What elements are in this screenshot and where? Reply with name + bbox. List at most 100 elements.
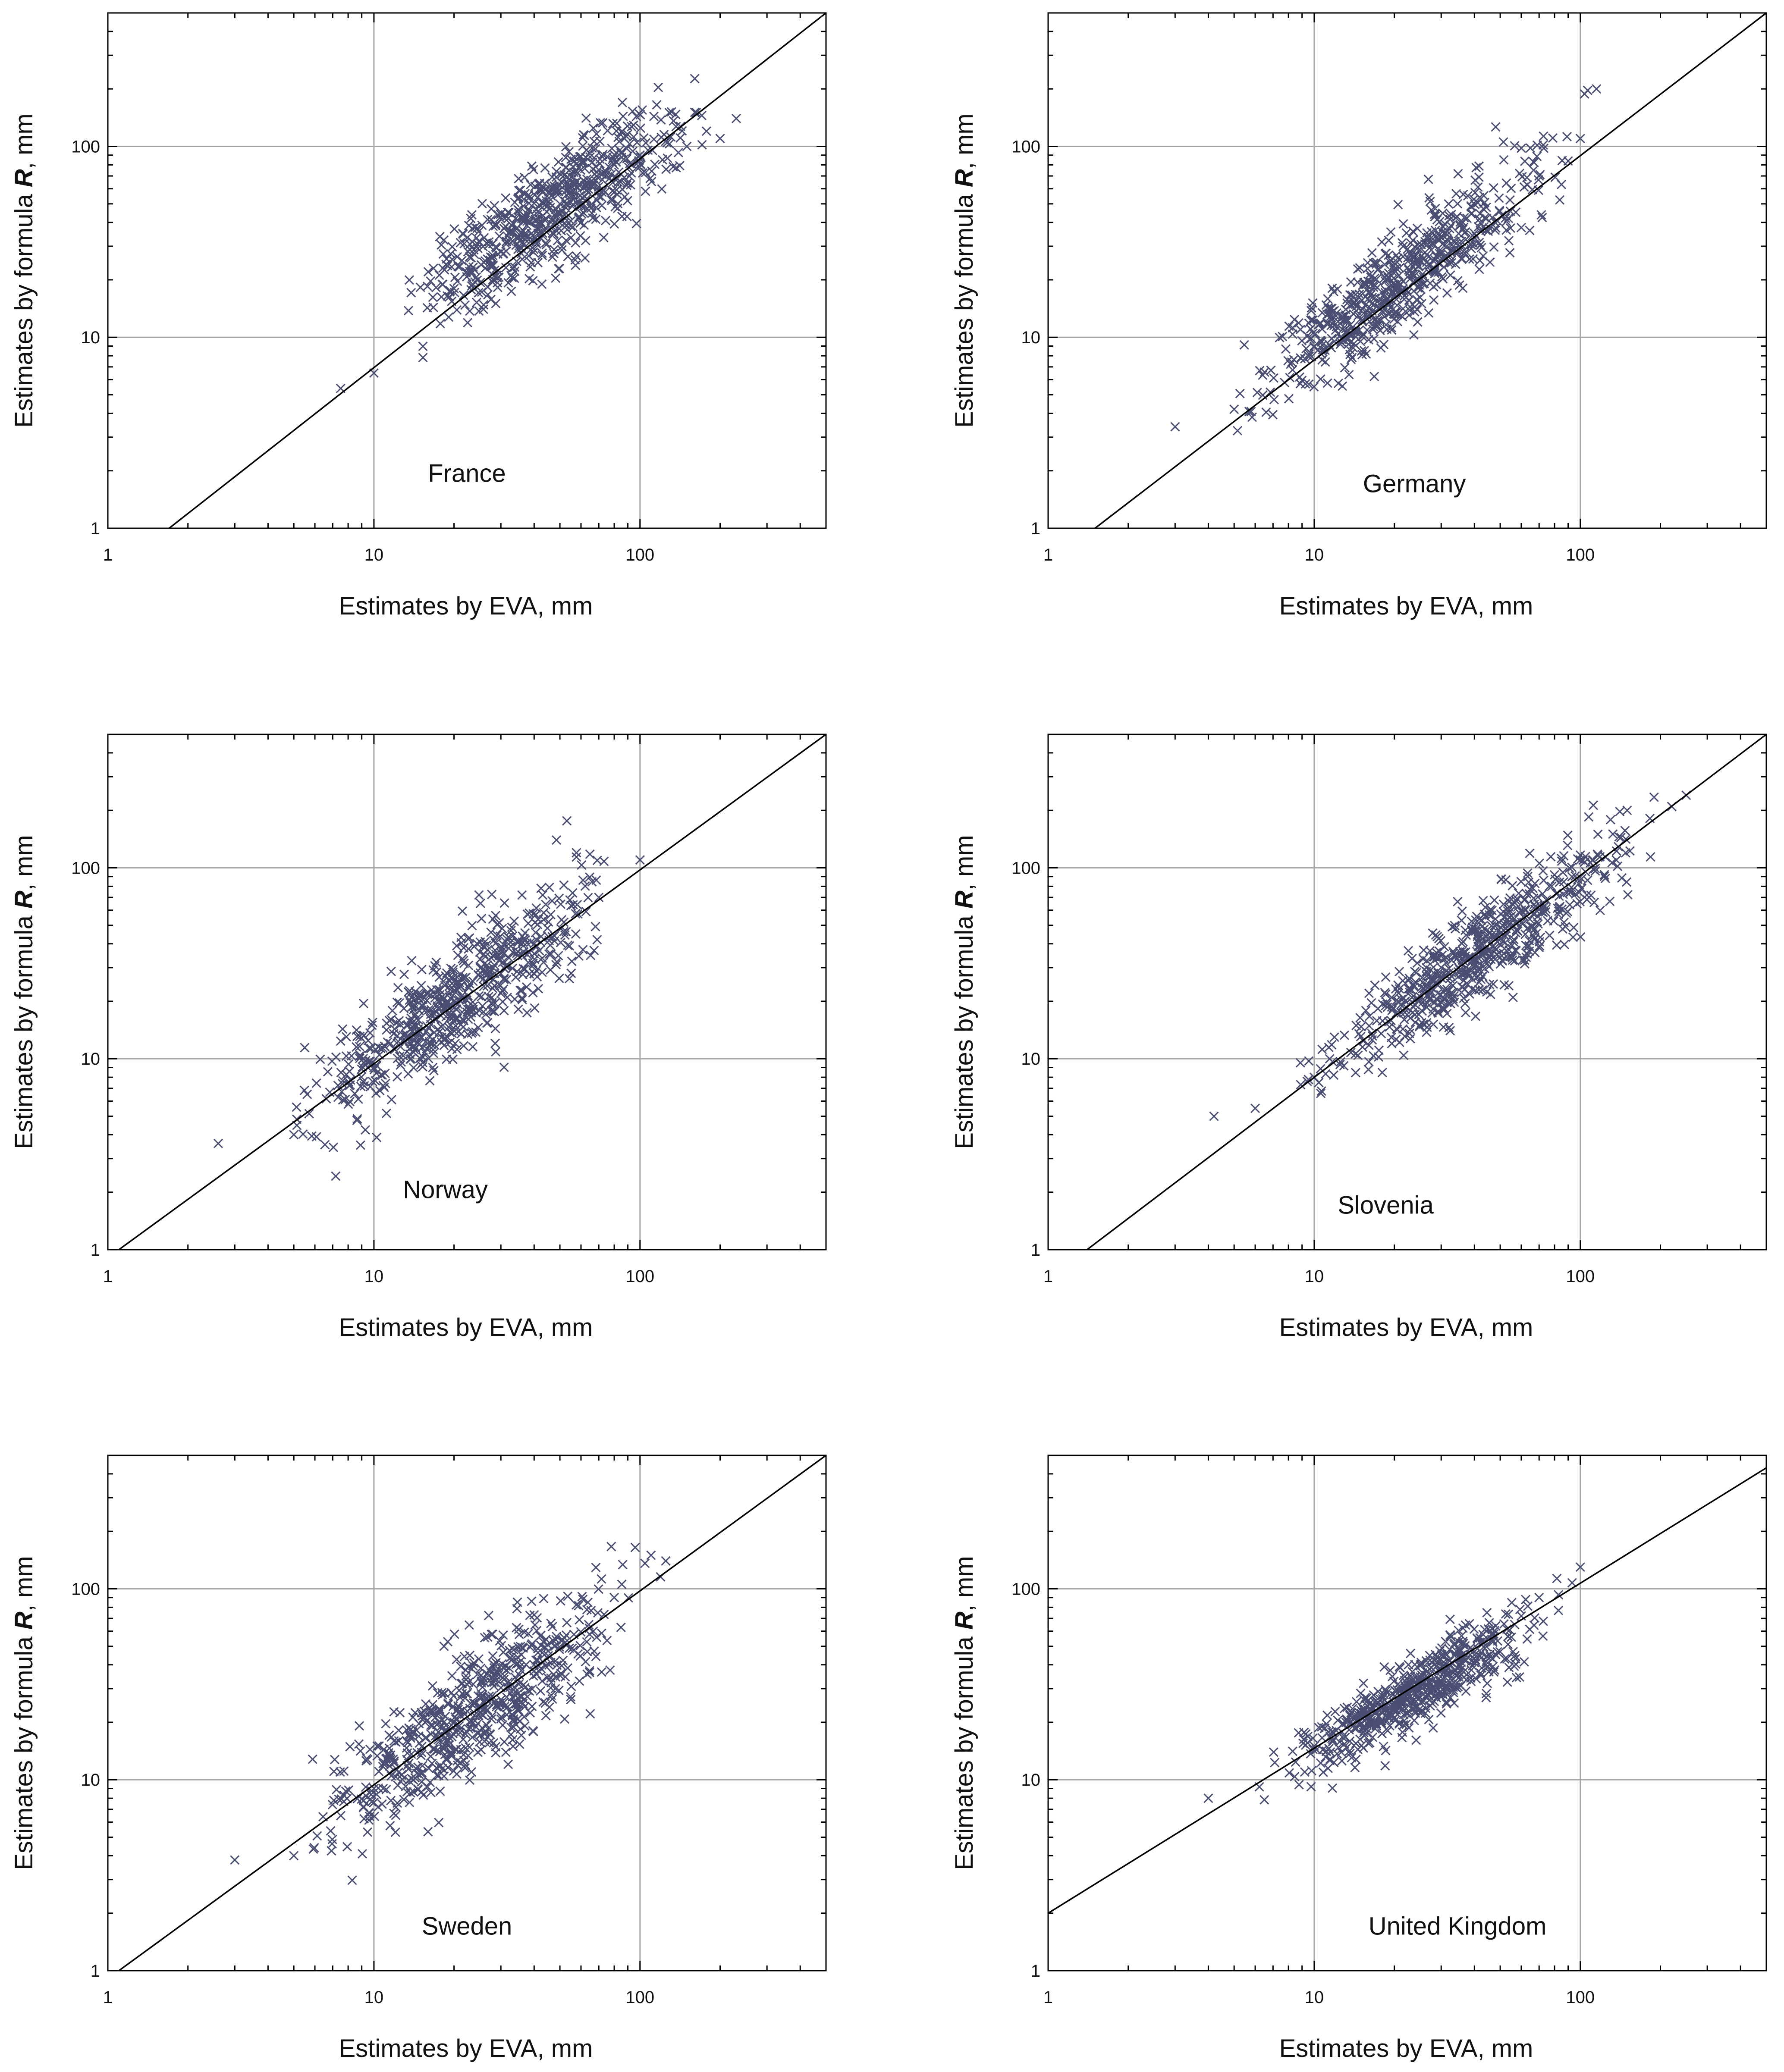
- data-point: [671, 122, 681, 132]
- data-point: [1399, 993, 1409, 1003]
- data-point: [1308, 315, 1318, 325]
- data-point: [529, 939, 539, 949]
- data-point: [512, 937, 522, 947]
- data-point: [447, 242, 457, 252]
- data-point: [1306, 306, 1316, 316]
- data-point: [1504, 236, 1514, 246]
- data-point: [510, 262, 520, 272]
- data-point: [1377, 237, 1387, 247]
- data-point: [546, 1690, 556, 1700]
- data-point: [367, 1076, 377, 1087]
- data-point: [1403, 1708, 1413, 1718]
- data-point: [1229, 404, 1239, 414]
- data-point: [556, 899, 566, 909]
- data-point: [487, 1629, 497, 1639]
- data-point: [501, 1665, 511, 1675]
- data-point: [1482, 955, 1492, 965]
- data-point: [469, 1658, 479, 1668]
- data-point: [1516, 877, 1526, 887]
- data-point: [1358, 304, 1368, 314]
- data-point: [595, 118, 605, 128]
- data-point: [1439, 262, 1449, 272]
- data-point: [1353, 264, 1363, 274]
- data-point: [517, 254, 527, 264]
- data-point: [1362, 1727, 1372, 1738]
- data-point: [1335, 1737, 1344, 1747]
- data-point: [361, 1782, 371, 1792]
- data-point: [1340, 363, 1350, 373]
- reference-line: [118, 1455, 826, 1971]
- data-point: [592, 1632, 602, 1642]
- axis-ticks: [1047, 12, 1767, 529]
- data-point: [489, 1738, 499, 1748]
- data-point: [1607, 858, 1617, 868]
- data-point: [472, 1669, 482, 1680]
- data-point: [1557, 156, 1567, 166]
- data-point: [499, 975, 509, 984]
- data-point: [1364, 1011, 1374, 1021]
- axis-ticks: [1047, 1454, 1767, 1972]
- data-point: [1559, 877, 1569, 887]
- data-point: [365, 1028, 375, 1038]
- data-point: [377, 1070, 387, 1080]
- data-point: [487, 890, 497, 900]
- scatter-points-norway: [213, 816, 645, 1181]
- data-point: [507, 922, 517, 932]
- data-point: [530, 1003, 540, 1013]
- data-point: [1576, 932, 1586, 942]
- data-point: [1593, 829, 1603, 839]
- data-point: [1316, 374, 1325, 384]
- data-point: [582, 1637, 592, 1647]
- data-point: [715, 134, 725, 144]
- scatter-points-germany: [1170, 84, 1602, 436]
- data-point: [1391, 250, 1401, 260]
- data-point: [484, 992, 493, 1002]
- data-point: [350, 1089, 360, 1099]
- data-point: [490, 945, 500, 955]
- data-point: [487, 1714, 496, 1724]
- data-point: [417, 1777, 427, 1787]
- data-point: [499, 898, 509, 908]
- data-point: [1482, 1608, 1492, 1617]
- data-point: [435, 1786, 445, 1796]
- data-point: [563, 1591, 573, 1601]
- data-point: [1589, 897, 1599, 907]
- data-point: [1517, 172, 1527, 182]
- data-point: [1362, 1693, 1372, 1703]
- data-point: [528, 165, 538, 175]
- data-point: [1547, 881, 1557, 891]
- data-point: [448, 965, 459, 975]
- data-point: [649, 134, 659, 144]
- data-point: [1410, 1660, 1420, 1670]
- data-point: [1413, 283, 1423, 293]
- plot-frame: [1047, 734, 1767, 1251]
- data-point: [1514, 888, 1524, 898]
- data-point: [1575, 1562, 1585, 1572]
- data-point: [1538, 889, 1548, 899]
- data-point: [1366, 309, 1376, 319]
- data-point: [1583, 875, 1592, 885]
- data-point: [1387, 993, 1397, 1003]
- data-point: [464, 220, 474, 231]
- data-point: [562, 1617, 572, 1628]
- data-point: [1511, 1673, 1521, 1683]
- data-point: [444, 312, 454, 322]
- data-point: [435, 1705, 445, 1715]
- data-point: [1323, 1763, 1333, 1773]
- data-point: [502, 1702, 512, 1713]
- data-point: [1489, 242, 1499, 252]
- data-point: [1354, 289, 1364, 299]
- data-point: [365, 1744, 375, 1754]
- data-point: [1385, 1665, 1395, 1675]
- data-point: [1363, 1065, 1373, 1075]
- data-point: [1499, 912, 1509, 922]
- data-point: [588, 1626, 598, 1636]
- data-point: [1329, 1070, 1339, 1080]
- data-point: [617, 1579, 627, 1589]
- data-point: [492, 930, 502, 940]
- data-point: [574, 214, 584, 224]
- data-point: [414, 1731, 424, 1741]
- data-point: [568, 888, 578, 898]
- data-point: [1475, 931, 1485, 941]
- data-point: [1474, 238, 1484, 248]
